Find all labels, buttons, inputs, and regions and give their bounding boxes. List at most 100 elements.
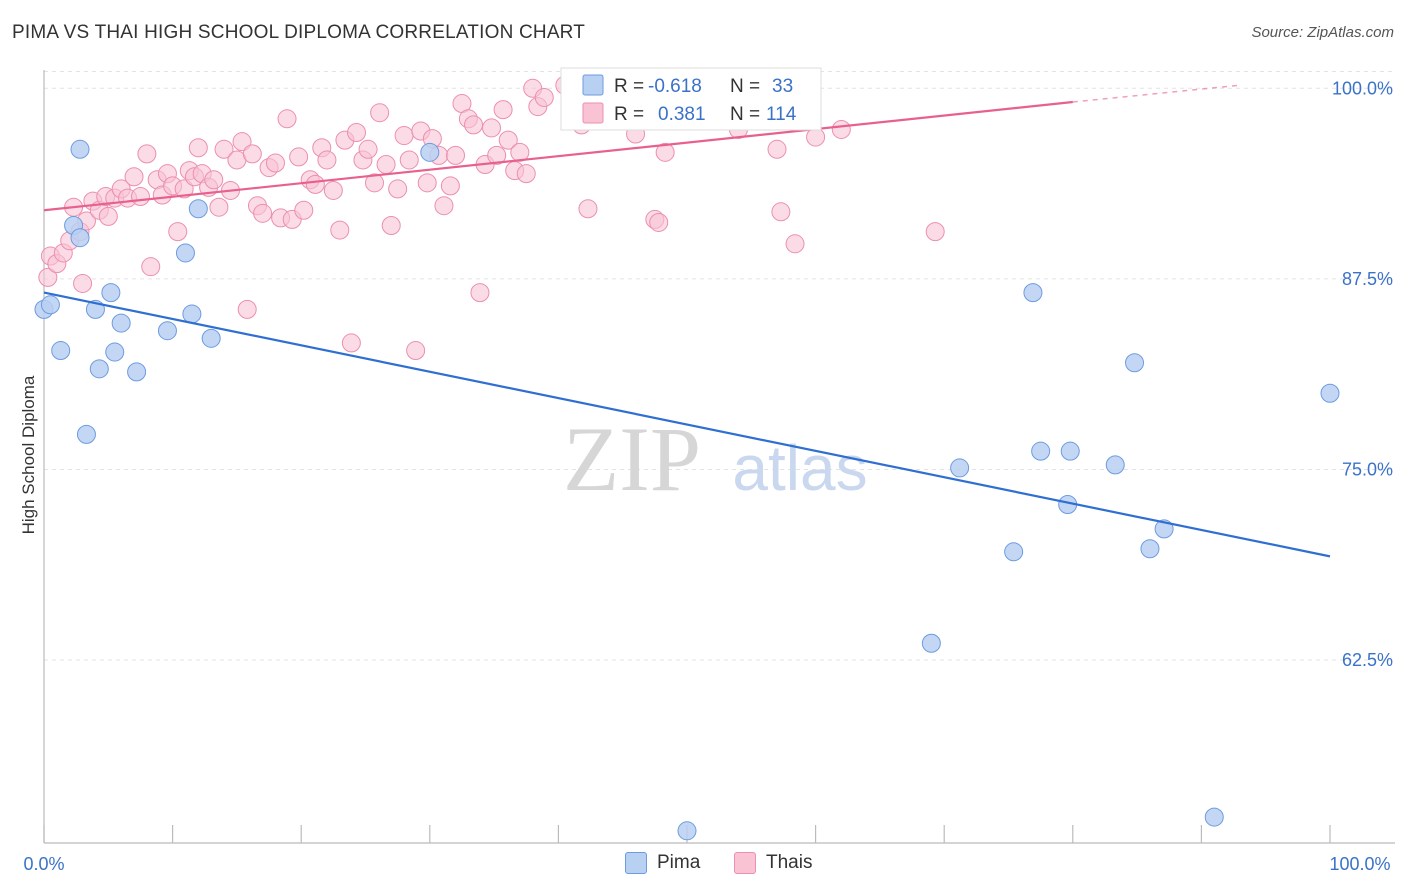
- pima-point: [175, 243, 195, 263]
- series-thai-points: [38, 74, 945, 361]
- watermark: ZIP atlas: [563, 408, 868, 510]
- pima-point: [921, 633, 941, 653]
- thai-point: [277, 109, 297, 129]
- pima-point: [1031, 441, 1051, 461]
- thai-point: [388, 179, 408, 199]
- thai-point: [188, 138, 208, 158]
- thai-point: [341, 333, 361, 353]
- thai-point: [381, 216, 401, 236]
- pima-point: [157, 321, 177, 341]
- thai-point: [214, 139, 234, 159]
- legend-swatch-thai: [582, 102, 604, 124]
- legend-swatch-thai-bottom: [734, 852, 756, 874]
- legend-n-value-thai: 114: [766, 104, 797, 125]
- pima-point: [70, 228, 90, 248]
- thai-point: [376, 155, 396, 175]
- watermark-zip: ZIP: [563, 408, 701, 510]
- pima-point: [1125, 353, 1145, 373]
- thai-point: [232, 132, 252, 152]
- thai-point: [294, 200, 314, 220]
- tick-labels: 100.0% 87.5% 75.0% 62.5% 0.0% 100.0%: [23, 78, 1393, 874]
- thai-point: [141, 257, 161, 277]
- thai-point: [399, 150, 419, 170]
- legend-n-value-pima: 33: [772, 76, 793, 97]
- pima-point: [677, 821, 697, 841]
- pima-point: [111, 313, 131, 333]
- thai-point: [831, 119, 851, 139]
- axes: [43, 70, 1395, 844]
- thai-point: [98, 206, 118, 226]
- legend-n-label-pima: N =: [730, 76, 760, 97]
- legend-r-value-pima: -0.618: [648, 76, 702, 97]
- thai-point: [73, 273, 93, 293]
- thai-point: [767, 139, 787, 159]
- thai-point: [346, 123, 366, 143]
- legend-item-thai[interactable]: Thais: [734, 852, 812, 874]
- pima-point: [127, 362, 147, 382]
- thai-point: [516, 164, 536, 184]
- thai-point: [305, 174, 325, 194]
- y-tick-label: 87.5%: [1342, 269, 1393, 289]
- chart-title: PIMA VS THAI HIGH SCHOOL DIPLOMA CORRELA…: [12, 22, 586, 43]
- thai-point: [209, 197, 229, 217]
- pima-point: [40, 295, 60, 315]
- thai-point: [487, 145, 507, 165]
- legend-label-pima: Pima: [657, 852, 701, 873]
- thai-point: [534, 87, 554, 107]
- y-tick-label: 100.0%: [1332, 78, 1393, 98]
- y-tick-label: 62.5%: [1342, 650, 1393, 670]
- thai-point: [204, 170, 224, 190]
- thai-point: [440, 176, 460, 196]
- thai-point: [434, 196, 454, 216]
- thai-point: [137, 144, 157, 164]
- thai-point: [925, 222, 945, 242]
- pima-trend-line: [43, 291, 1331, 558]
- thai-point: [771, 202, 791, 222]
- pima-point: [1154, 519, 1174, 539]
- thai-point: [289, 147, 309, 167]
- legend-item-pima[interactable]: Pima: [625, 852, 700, 874]
- legend-r-label-thai: R =: [614, 104, 644, 125]
- series-pima-points: [34, 139, 1340, 841]
- thai-point: [498, 130, 518, 150]
- thai-point: [365, 173, 385, 193]
- x-tick-label: 100.0%: [1329, 854, 1390, 874]
- legend-r-label-pima: R =: [614, 76, 644, 97]
- thai-point: [174, 179, 194, 199]
- legend-swatch-pima: [582, 74, 604, 96]
- thai-point: [130, 187, 150, 207]
- thai-trend-extension: [1072, 84, 1241, 103]
- thai-point: [330, 220, 350, 240]
- pima-point: [70, 139, 90, 159]
- pima-point: [950, 458, 970, 478]
- thai-point: [482, 118, 502, 138]
- thai-point: [649, 212, 669, 232]
- x-tick-label: 0.0%: [23, 854, 64, 874]
- pima-point: [420, 142, 440, 162]
- legend-label-thai: Thais: [766, 852, 813, 873]
- thai-point: [38, 267, 58, 287]
- pima-point: [1023, 283, 1043, 303]
- thai-point: [124, 167, 144, 187]
- thai-point: [406, 341, 426, 361]
- pima-point: [89, 359, 109, 379]
- thai-point: [394, 126, 414, 146]
- thai-point: [785, 234, 805, 254]
- watermark-atlas: atlas: [732, 432, 867, 504]
- legend-swatch-pima-bottom: [625, 852, 647, 874]
- trend-lines: [43, 84, 1331, 558]
- thai-point: [323, 180, 343, 200]
- bottom-legend: Pima Thais: [0, 852, 1406, 878]
- pima-point: [51, 341, 71, 361]
- pima-point: [101, 283, 121, 303]
- pima-point: [105, 342, 125, 362]
- thai-point: [265, 153, 285, 173]
- source-label: Source: ZipAtlas.com: [1251, 24, 1394, 41]
- pima-point: [182, 304, 202, 324]
- pima-point: [1320, 383, 1340, 403]
- thai-point: [370, 103, 390, 123]
- pima-point: [1204, 807, 1224, 827]
- pima-point: [201, 328, 221, 348]
- pima-point: [1105, 455, 1125, 475]
